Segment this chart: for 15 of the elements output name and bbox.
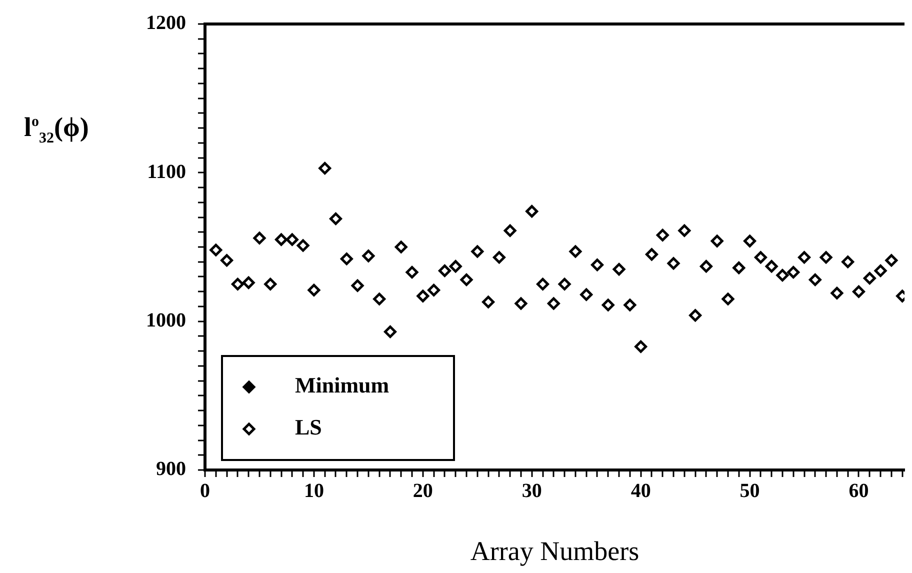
x-tick-label: 10 <box>304 480 324 502</box>
x-tick-label: 0 <box>200 480 210 502</box>
y-tick-label: 900 <box>156 458 186 480</box>
x-tick-label: 50 <box>740 480 760 502</box>
x-tick-label: 30 <box>522 480 542 502</box>
x-axis-title: Array Numbers <box>470 536 640 566</box>
legend-label: Minimum <box>295 372 390 398</box>
x-tick-label: 40 <box>630 480 651 502</box>
x-tick-label: 20 <box>412 480 433 502</box>
y-tick-label: 1100 <box>147 160 186 183</box>
y-tick-label: 1000 <box>146 310 186 332</box>
x-tick-label: 60 <box>848 480 869 502</box>
y-tick-label: 1200 <box>146 12 186 34</box>
legend-label: LS <box>295 414 322 440</box>
y-axis-title: l$^{o}$$_{32}$(ϕ) <box>24 112 89 148</box>
